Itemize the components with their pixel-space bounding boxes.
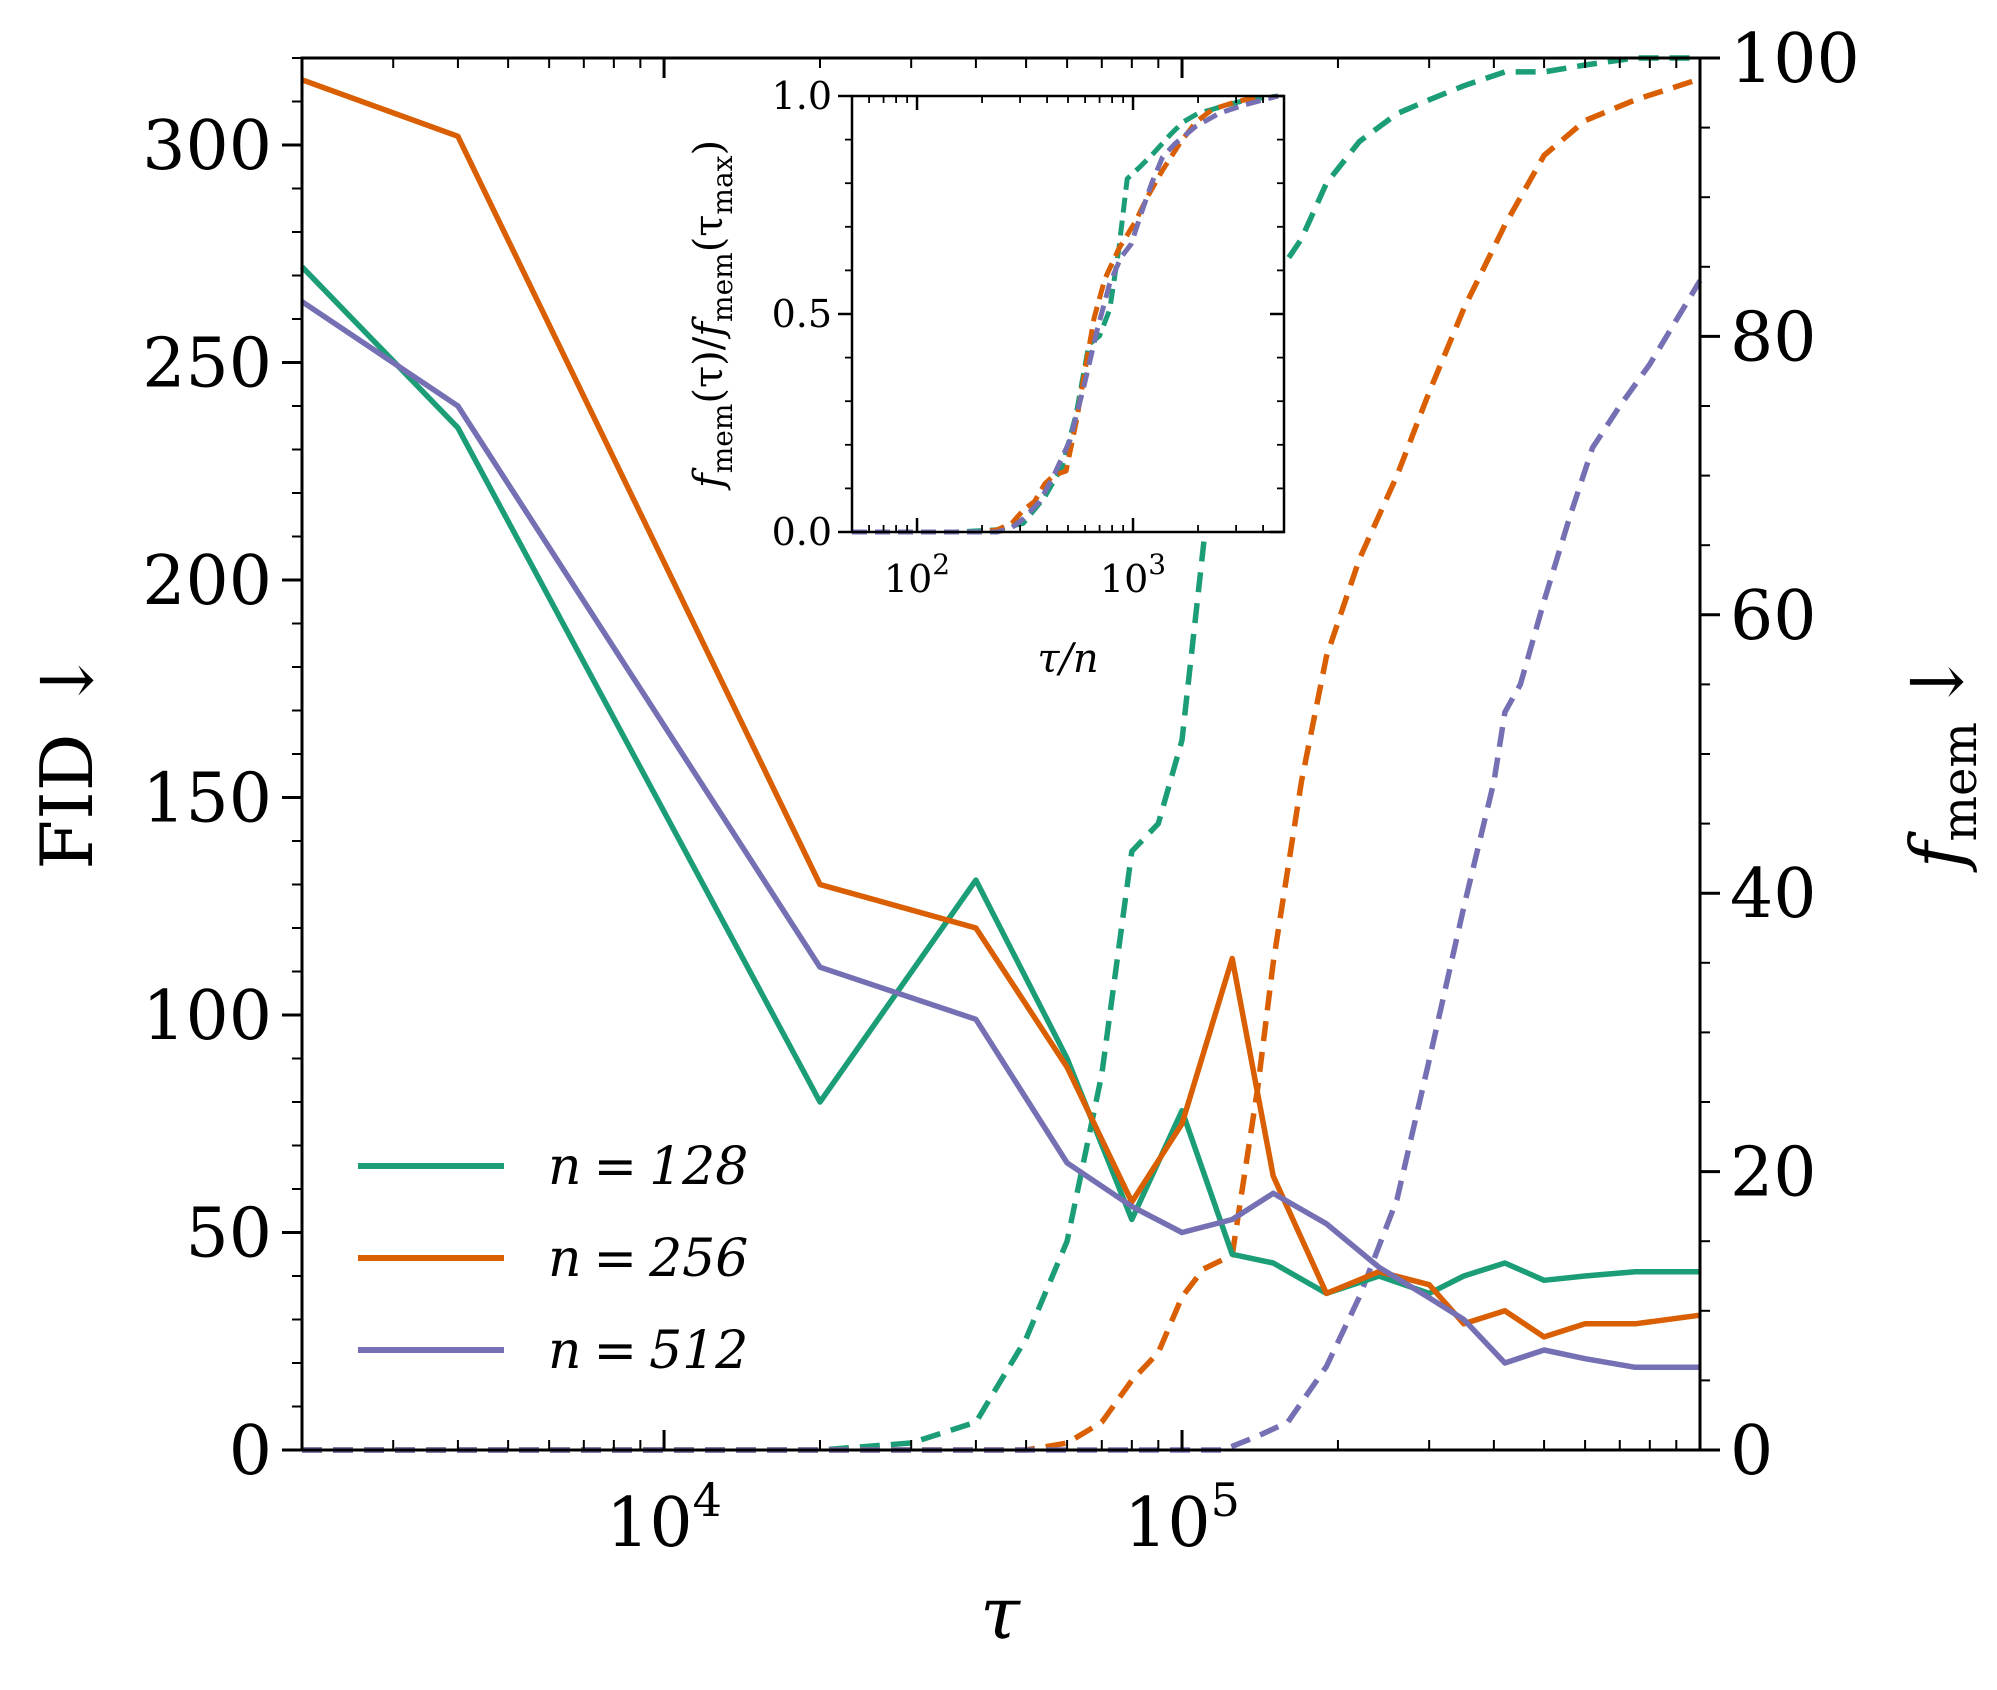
- y-axis-left-title: FID ↓: [25, 650, 109, 869]
- legend-label-op: =: [594, 1137, 638, 1197]
- legend-label-value: 512: [649, 1321, 748, 1381]
- inset-y-axis-title-part: mem: [706, 252, 739, 322]
- inset-x-tick-label: 103: [1100, 548, 1166, 601]
- legend-label-var: n: [548, 1321, 582, 1381]
- inset-y-axis-title-part: (τ)/: [686, 336, 732, 403]
- y-right-tick-label: 0: [1730, 1412, 1773, 1491]
- inset-x-tick-label-base: 10: [884, 557, 932, 601]
- series-line-n512-fid: [300, 299, 1700, 1371]
- x-tick-label: 105: [1124, 1473, 1240, 1563]
- y-left-tick-label: 150: [142, 760, 272, 839]
- main-plot-frame: [300, 56, 1702, 1452]
- legend-label-n512: n = 512: [548, 1321, 748, 1381]
- inset-background: [852, 96, 1284, 532]
- y-right-tick-label: 20: [1730, 1134, 1817, 1213]
- inset-y-axis-title-part: max: [706, 155, 739, 214]
- inset-x-tick-label: 102: [884, 548, 950, 601]
- y-left-tick-label: 250: [142, 325, 272, 404]
- x-tick-label: 104: [606, 1473, 722, 1563]
- inset-x-axis-title: τ/n: [1037, 636, 1098, 682]
- y-left-tick-label: 200: [142, 542, 272, 621]
- legend-label-value: 128: [649, 1137, 748, 1197]
- inset-series-lines: [852, 93, 1279, 535]
- inset-plot-frame: [850, 94, 1286, 534]
- x-tick-label-exp: 5: [1211, 1473, 1240, 1527]
- y-axis-right-title-sub: mem: [1932, 722, 1988, 841]
- inset-x-tick-label-exp: 2: [932, 548, 950, 581]
- y-right-tick-label: 40: [1730, 855, 1817, 934]
- legend-label-var: n: [548, 1137, 582, 1197]
- inset-y-axis-title-part: (τ: [686, 215, 732, 253]
- inset-y-tick-label: 1.0: [772, 74, 832, 118]
- legend-label-value: 256: [648, 1229, 748, 1289]
- y-left-tick-label: 0: [229, 1412, 272, 1491]
- legend-label-op: =: [594, 1229, 638, 1289]
- x-tick-label-base: 10: [606, 1484, 693, 1563]
- series-line-n512-fmem: [302, 279, 1703, 1453]
- y-axis-right-title: fmem↓: [1895, 652, 1988, 873]
- inset-y-axis-title: fmem(τ)/fmem(τmax): [686, 140, 739, 491]
- y-left-tick-label: 50: [185, 1195, 272, 1274]
- x-axis-title: τ: [980, 1571, 1021, 1655]
- legend-label-op: =: [594, 1321, 638, 1381]
- y-axis-right-title-arrow: ↓: [1895, 652, 1979, 712]
- y-right-tick-label: 80: [1730, 298, 1817, 377]
- y-right-tick-label: 100: [1730, 20, 1860, 99]
- x-tick-label-exp: 4: [693, 1473, 722, 1527]
- legend-label-n256: n = 256: [548, 1229, 748, 1289]
- legend-label-var: n: [548, 1229, 582, 1289]
- inset-y-tick-label: 0.5: [772, 292, 832, 336]
- inset-x-tick-label-base: 10: [1100, 557, 1148, 601]
- y-left-tick-label: 100: [142, 977, 272, 1056]
- inset-x-tick-label-exp: 3: [1148, 548, 1166, 581]
- inset-y-axis-title-part: ): [686, 140, 732, 156]
- series-line-n256-fmem: [302, 76, 1701, 1453]
- inset-series-line-n512: [852, 93, 1279, 535]
- series-line-n128-fid: [300, 264, 1700, 1297]
- y-left-tick-label: 300: [142, 107, 272, 186]
- inset-y-tick-label: 0.0: [772, 510, 832, 554]
- y-right-tick-label: 60: [1730, 577, 1817, 656]
- legend-label-n128: n = 128: [548, 1137, 748, 1197]
- inset-y-axis-title-part: mem: [706, 404, 739, 474]
- x-tick-label-base: 10: [1124, 1484, 1211, 1563]
- series-line-n256-fid: [301, 77, 1701, 1340]
